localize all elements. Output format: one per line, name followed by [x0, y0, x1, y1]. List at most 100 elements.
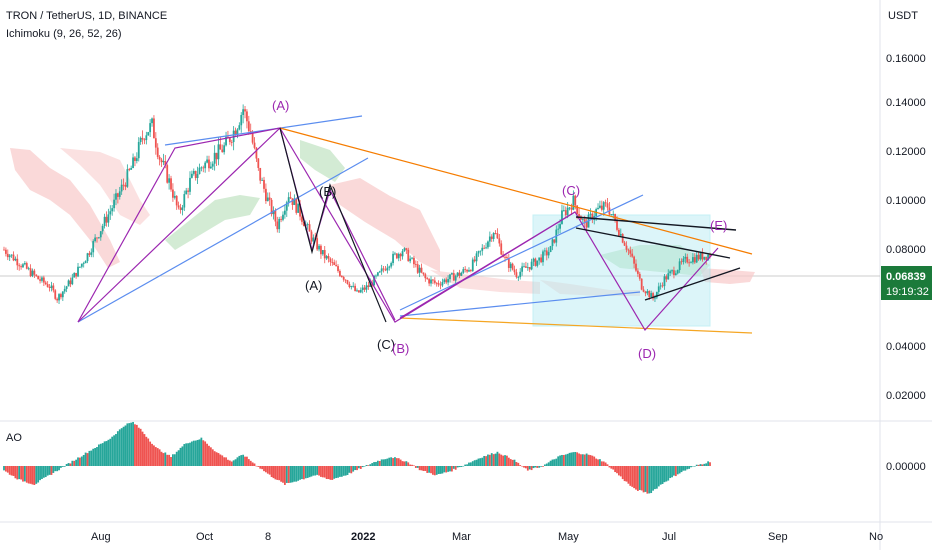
candle-body: [612, 214, 615, 215]
time-tick: Aug: [91, 531, 111, 543]
drawings[interactable]: [77, 115, 753, 334]
candle-body: [77, 266, 79, 277]
candle-body: [684, 256, 687, 259]
candle-body: [618, 229, 620, 236]
candle-body: [6, 253, 9, 258]
ao-bar: [297, 466, 300, 481]
candle-body: [703, 256, 706, 260]
ao-bar: [113, 435, 115, 466]
candle-body: [583, 219, 586, 222]
time-tick: May: [558, 531, 579, 543]
candle-body: [88, 253, 91, 255]
ao-bar: [498, 453, 501, 466]
candle-body: [259, 167, 262, 181]
ao-bar: [600, 461, 603, 466]
ao-bar: [50, 466, 53, 475]
ao-bar: [695, 464, 698, 466]
ao-bar: [156, 448, 159, 466]
ao-bar: [137, 427, 140, 466]
ao-bar: [126, 423, 129, 466]
triangle-upper-1[interactable]: [575, 216, 737, 231]
ao-bar: [496, 451, 499, 466]
ao-bar: [172, 454, 174, 466]
candle-body: [97, 237, 100, 239]
candle-body: [589, 213, 592, 215]
ao-bar: [543, 464, 546, 466]
candle-body: [401, 251, 404, 257]
candle-body: [187, 190, 189, 192]
ao-title[interactable]: AO: [6, 432, 22, 444]
candle-body: [41, 277, 43, 281]
trend-line-yellow[interactable]: [399, 317, 753, 334]
ao-bar: [652, 466, 654, 491]
ao-bar: [676, 466, 679, 475]
ao-bar: [699, 464, 702, 466]
candle-body: [348, 283, 351, 288]
candle-body: [521, 266, 524, 272]
wave-purple-2[interactable]: [77, 127, 281, 323]
ao-bar: [274, 466, 277, 480]
candle-body: [217, 144, 220, 160]
candle-body: [707, 254, 710, 260]
indicator-title[interactable]: Ichimoku (9, 26, 52, 26): [6, 28, 122, 40]
ao-bar: [559, 455, 561, 466]
ao-bar: [481, 457, 484, 466]
candle-body: [475, 253, 478, 262]
ao-bar: [625, 466, 628, 482]
candle-body: [268, 197, 271, 200]
ao-bar: [371, 463, 374, 466]
candle-body: [640, 278, 643, 290]
wave-purple-4[interactable]: [399, 211, 576, 319]
candle-body: [454, 275, 457, 281]
wave-black-1[interactable]: [279, 127, 387, 323]
candle-body: [373, 276, 375, 286]
ao-bar: [270, 466, 273, 478]
candle-body: [513, 269, 516, 273]
trend-line-blue-1[interactable]: [164, 115, 363, 146]
candle-body: [154, 138, 157, 148]
ao-bar: [96, 447, 98, 466]
candle-body: [403, 248, 406, 252]
ao-bar: [213, 451, 216, 466]
last-price-tag[interactable]: [881, 266, 932, 300]
ao-bar: [471, 461, 474, 466]
ao-bar: [185, 443, 188, 466]
ao-bar: [363, 466, 366, 467]
candle-body: [107, 214, 110, 223]
price-pane[interactable]: [0, 0, 880, 420]
candle-body: [162, 161, 165, 163]
ao-bar: [283, 466, 286, 485]
ao-bar: [194, 440, 197, 466]
ao-bar: [67, 463, 70, 466]
candle-body: [523, 266, 525, 268]
triangle-lower[interactable]: [644, 267, 741, 301]
candle-body: [291, 198, 294, 206]
candle-body: [557, 228, 560, 230]
price-axis[interactable]: USDT 0.16000 0.14000 0.12000 0.10000 0.0…: [881, 10, 932, 473]
candle-body: [464, 269, 467, 270]
symbol-title[interactable]: TRON / TetherUS, 1D, BINANCE: [6, 10, 167, 22]
candle-body: [439, 284, 442, 286]
trend-line-orange[interactable]: [279, 127, 753, 255]
ao-bar: [380, 459, 383, 466]
candle-body: [202, 167, 205, 169]
ao-bar: [69, 463, 72, 466]
time-tick: 8: [265, 531, 271, 543]
consolidation-box[interactable]: [532, 214, 711, 327]
time-axis[interactable]: Aug Oct 8 2022 Mar May Jul Sep No: [91, 531, 883, 543]
ao-bar: [105, 441, 108, 466]
candle-body: [629, 250, 632, 254]
ao-bar: [528, 466, 531, 470]
candle-body: [75, 272, 78, 277]
candle-body: [688, 262, 691, 264]
ao-bar: [572, 452, 575, 466]
ao-bar: [487, 454, 489, 466]
candle-body: [572, 195, 575, 210]
triangle-upper-2[interactable]: [575, 227, 731, 259]
ao-bar: [399, 459, 402, 466]
ao-bar: [669, 466, 672, 479]
trend-line-blue-2[interactable]: [77, 157, 369, 323]
candle-body: [211, 163, 214, 167]
trend-line-blue-4[interactable]: [399, 291, 641, 317]
